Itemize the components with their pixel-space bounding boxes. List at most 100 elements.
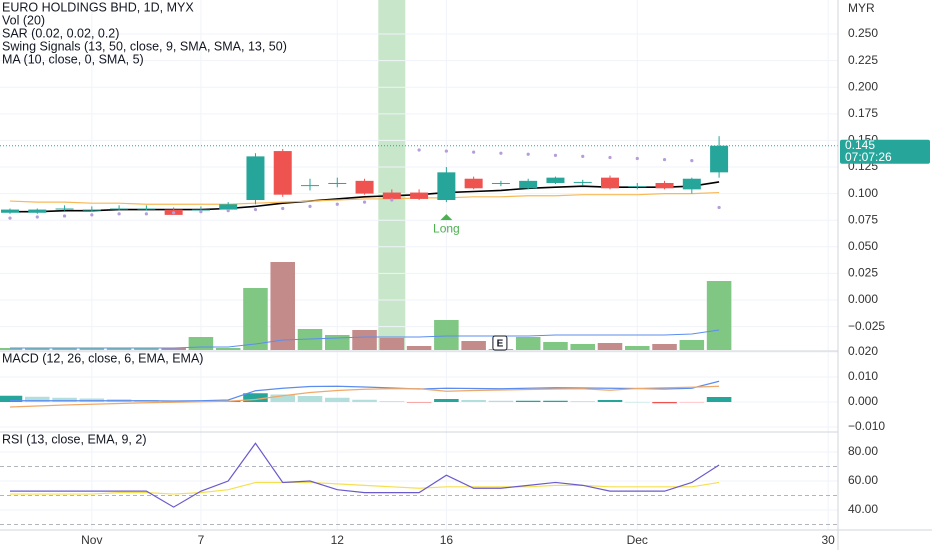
volume-bar — [52, 348, 77, 350]
volume-bar — [215, 348, 241, 350]
candle-body — [301, 185, 320, 187]
sar-dot — [281, 206, 285, 211]
volume-bar — [570, 344, 596, 350]
macd-histogram — [461, 400, 486, 402]
x-tick-label: 30 — [822, 533, 836, 547]
macd-histogram — [52, 397, 77, 402]
macd-histogram — [270, 394, 296, 402]
volume-bar — [134, 348, 159, 350]
macd-histogram — [679, 402, 705, 403]
plot-area — [0, 0, 838, 530]
candle-body — [573, 181, 592, 183]
sar-dot — [390, 198, 394, 202]
volume-bar — [243, 288, 268, 350]
volume-bar — [706, 281, 732, 350]
candle-body — [601, 177, 620, 189]
x-tick-label: 12 — [331, 533, 345, 547]
indicator-label: MA (10, close, 0, SMA, 5) — [2, 52, 144, 66]
candle-body — [546, 177, 565, 183]
sar-dot — [90, 213, 94, 217]
candle-body — [28, 209, 47, 213]
y-tick-label: 0.020 — [848, 344, 878, 358]
price-tag-value: 0.145 — [845, 138, 875, 152]
volume-bar — [679, 340, 705, 350]
volume-bar — [543, 342, 568, 350]
axis-unit: MYR — [848, 1, 875, 15]
overlay-line — [10, 181, 720, 213]
sar-dot — [308, 204, 312, 208]
volume-bar — [434, 320, 459, 350]
candle-body — [1, 209, 20, 213]
macd-title: MACD (12, 26, close, 6, EMA, EMA) — [2, 351, 203, 365]
macd-histogram — [652, 402, 677, 404]
signal-highlight — [378, 0, 406, 350]
candle-body — [191, 209, 210, 211]
sar-dot — [417, 148, 421, 152]
sar-dot — [35, 215, 39, 219]
macd-histogram — [406, 402, 432, 403]
x-tick-label: 16 — [440, 533, 454, 547]
y-tick-label: 0.000 — [848, 292, 878, 306]
candle-body — [328, 182, 347, 184]
macd-histogram — [488, 400, 514, 402]
volume-bar — [652, 344, 677, 350]
y-tick-label: 40.00 — [848, 502, 878, 516]
volume-bar — [0, 348, 23, 350]
indicator-label: Vol (20) — [2, 13, 45, 27]
candle-body — [519, 180, 538, 189]
overlay-line — [9, 191, 720, 205]
macd-histogram — [434, 399, 459, 402]
macd-histogram — [352, 399, 377, 402]
sar-dot — [253, 207, 258, 212]
candle-body — [437, 172, 456, 200]
candle-body — [110, 208, 129, 210]
sar-dot — [662, 157, 667, 162]
candle-body — [355, 180, 374, 194]
y-tick-label: −0.025 — [848, 319, 885, 333]
y-tick-label: 0.025 — [848, 266, 878, 280]
rsi-line — [10, 442, 720, 508]
volume-bar — [515, 337, 541, 350]
sar-dot — [226, 209, 230, 213]
macd-histogram — [543, 400, 568, 402]
candle-body — [137, 208, 156, 210]
y-tick-label: 0.100 — [848, 186, 878, 200]
candle-body — [464, 178, 483, 189]
volume-bar — [461, 341, 486, 350]
volume-bar — [161, 348, 186, 350]
y-tick-label: 80.00 — [848, 444, 878, 458]
macd-histogram — [25, 396, 50, 402]
price-tag — [840, 139, 930, 164]
volume-bar — [597, 343, 623, 350]
y-tick-label: 60.00 — [848, 473, 878, 487]
candle-body — [82, 209, 101, 211]
sar-dot — [199, 210, 203, 214]
price-tag-countdown: 07:07:26 — [845, 150, 892, 164]
macd-histogram — [625, 402, 650, 403]
macd-histogram — [597, 400, 623, 402]
volume-ma — [10, 329, 720, 349]
y-tick-label: 0.200 — [848, 79, 878, 93]
sar-dot — [499, 151, 503, 155]
y-tick-label: 0.250 — [848, 26, 878, 40]
sar-dot — [62, 214, 67, 218]
sar-dot — [553, 153, 558, 157]
candle-body — [382, 192, 401, 199]
volume-bar — [79, 348, 105, 350]
y-tick-label: 0.075 — [848, 212, 878, 226]
sar-dot — [362, 200, 367, 204]
candle-body — [682, 178, 701, 190]
sar-dot — [172, 211, 176, 215]
volume-bar — [188, 337, 214, 350]
candle-body — [491, 182, 510, 184]
indicator-label: Swing Signals (13, 50, close, 9, SMA, SM… — [2, 39, 287, 53]
sar-dot — [444, 149, 448, 153]
signal-line — [9, 385, 720, 408]
y-tick-label: 0.175 — [848, 106, 878, 120]
candle-body — [655, 182, 674, 189]
y-tick-label: −0.010 — [848, 419, 885, 433]
indicator-label: SAR (0.02, 0.02, 0.2) — [2, 26, 119, 40]
macd-histogram — [0, 395, 23, 402]
volume-bar — [406, 346, 432, 350]
